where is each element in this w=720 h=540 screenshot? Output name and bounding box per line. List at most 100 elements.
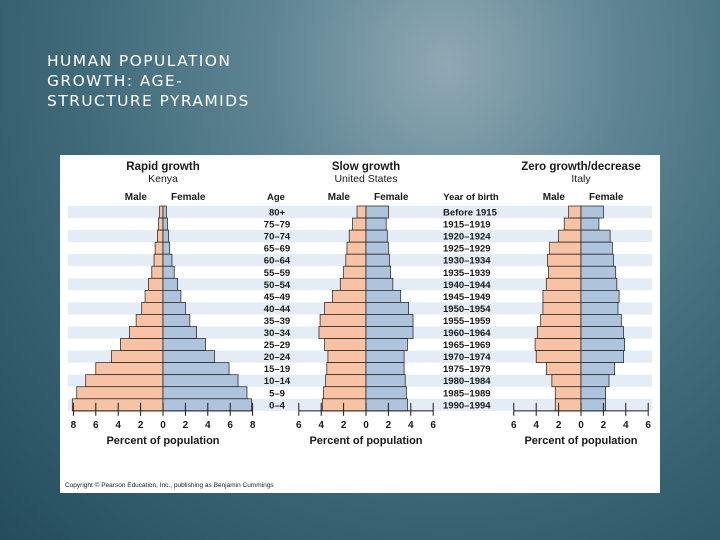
- birth-year-label: 1920–1924: [443, 232, 491, 243]
- female-bar: [162, 386, 248, 400]
- birth-year-label: 1975–1979: [443, 364, 491, 375]
- female-header: Female: [374, 192, 409, 203]
- age-label: 25–29: [264, 340, 290, 351]
- birth-year-label: 1925–1929: [443, 244, 491, 255]
- male-bar: [324, 338, 367, 351]
- x-tick-label: 4: [408, 420, 414, 431]
- male-bar: [76, 386, 164, 400]
- female-bar: [365, 253, 390, 267]
- female-bar: [162, 350, 215, 364]
- male-bar: [535, 350, 582, 364]
- x-tick-label: 0: [578, 420, 584, 431]
- age-label: 40–44: [264, 304, 291, 315]
- female-bar: [162, 374, 239, 388]
- male-bar: [141, 302, 164, 315]
- male-bar: [135, 314, 164, 327]
- female-bar: [365, 205, 389, 219]
- male-bar: [352, 217, 367, 231]
- male-bar: [71, 398, 164, 412]
- female-header: Female: [589, 192, 624, 203]
- female-bar: [580, 398, 606, 412]
- male-bar: [129, 326, 164, 339]
- male-header: Male: [328, 192, 351, 203]
- x-tick-label: 2: [601, 420, 607, 431]
- x-axis-title: Percent of population: [106, 435, 219, 447]
- male-bar: [154, 241, 164, 255]
- female-bar: [162, 290, 182, 303]
- female-bar: [162, 217, 168, 231]
- age-label: 0–4: [269, 400, 286, 411]
- female-bar: [162, 205, 167, 219]
- male-bar: [158, 217, 164, 231]
- birth-year-label: 1950–1954: [443, 304, 491, 315]
- female-bar: [580, 277, 618, 291]
- male-bar: [151, 265, 164, 279]
- x-tick-label: 6: [645, 420, 651, 431]
- female-bar: [580, 338, 626, 351]
- male-bar: [545, 362, 582, 376]
- female-bar: [365, 229, 388, 243]
- male-bar: [554, 386, 582, 400]
- male-bar: [547, 253, 582, 267]
- birth-year-label: 1970–1974: [443, 352, 491, 363]
- male-bar: [339, 277, 367, 291]
- birth-year-label: 1930–1934: [443, 256, 491, 267]
- female-bar: [365, 350, 405, 364]
- age-label: 45–49: [264, 292, 290, 303]
- female-bar: [162, 398, 252, 412]
- x-tick-label: 6: [430, 420, 436, 431]
- male-bar: [568, 205, 582, 219]
- age-label: 80+: [269, 208, 286, 219]
- slide-title-line: STRUCTURE PYRAMIDS: [47, 92, 250, 110]
- x-axis-title: Percent of population: [524, 435, 637, 447]
- female-bar: [162, 338, 206, 351]
- male-bar: [534, 338, 582, 351]
- female-bar: [162, 326, 197, 339]
- age-label: 55–59: [264, 268, 290, 279]
- slide-title: HUMAN POPULATION GROWTH: AGE- STRUCTURE …: [47, 51, 307, 111]
- male-bar: [558, 229, 582, 243]
- male-bar: [157, 229, 164, 243]
- x-tick-label: 0: [160, 420, 166, 431]
- chart-subtitle: Italy: [571, 173, 591, 185]
- figure-panel: Age Year of birth 80+ 75–79 70–74 65–69 60–64 5…: [60, 155, 660, 493]
- female-bar: [580, 374, 610, 388]
- male-bar: [548, 265, 582, 279]
- x-tick-label: 6: [511, 420, 517, 431]
- female-bar: [162, 265, 175, 279]
- male-bar: [540, 314, 582, 327]
- male-bar: [111, 350, 164, 364]
- x-tick-label: 2: [183, 420, 189, 431]
- male-bar: [554, 398, 582, 412]
- age-structure-pyramids-figure: Age Year of birth80+75–7970–7465–6960–645…: [65, 161, 652, 489]
- birth-year-label: 1915–1919: [443, 220, 491, 231]
- female-bar: [162, 362, 230, 376]
- birth-year-label: 1980–1984: [443, 376, 491, 387]
- x-tick-label: 4: [318, 420, 324, 431]
- female-bar: [365, 362, 405, 376]
- x-tick-label: 6: [93, 420, 99, 431]
- male-bar: [545, 277, 582, 291]
- male-bar: [542, 302, 582, 315]
- female-bar: [365, 265, 391, 279]
- x-axis-title: Percent of population: [309, 435, 422, 447]
- female-bar: [365, 314, 414, 327]
- male-bar: [356, 205, 367, 219]
- birth-year-label: 1945–1949: [443, 292, 491, 303]
- female-bar: [365, 338, 408, 351]
- male-bar: [153, 253, 164, 267]
- x-tick-label: 0: [363, 420, 369, 431]
- birth-year-label: 1985–1989: [443, 388, 491, 399]
- x-tick-label: 6: [227, 420, 233, 431]
- female-bar: [162, 253, 173, 267]
- x-tick-label: 2: [386, 420, 392, 431]
- chart-title: Zero growth/decrease: [521, 161, 641, 173]
- x-tick-label: 8: [250, 420, 256, 431]
- male-bar: [144, 290, 164, 303]
- female-bar: [365, 326, 414, 339]
- male-bar: [321, 398, 367, 412]
- female-bar: [162, 277, 178, 291]
- male-bar: [326, 362, 367, 376]
- female-bar: [580, 386, 606, 400]
- female-bar: [365, 386, 407, 400]
